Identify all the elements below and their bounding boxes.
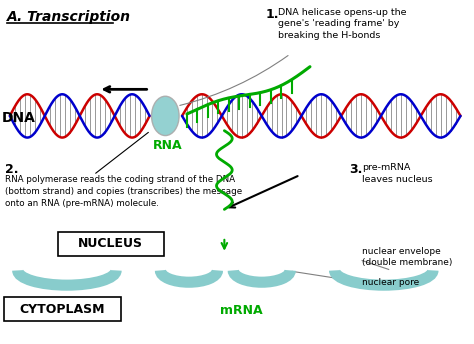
Text: DNA: DNA (2, 111, 36, 125)
FancyBboxPatch shape (4, 298, 120, 321)
Text: mRNA: mRNA (220, 304, 263, 317)
Text: RNA polymerase reads the coding strand of the DNA
(bottom strand) and copies (tr: RNA polymerase reads the coding strand o… (5, 175, 242, 207)
Text: RNA: RNA (153, 139, 182, 152)
Text: CYTOPLASM: CYTOPLASM (19, 303, 105, 316)
Text: nuclear pore: nuclear pore (362, 278, 419, 287)
Text: DNA helicase opens-up the
gene's 'reading frame' by
breaking the H-bonds: DNA helicase opens-up the gene's 'readin… (279, 8, 407, 40)
FancyBboxPatch shape (57, 232, 164, 256)
Text: 1.: 1. (266, 8, 279, 21)
Ellipse shape (152, 96, 179, 136)
Text: NUCLEUS: NUCLEUS (78, 237, 143, 250)
Text: 2.: 2. (5, 163, 18, 176)
Text: pre-mRNA
leaves nucleus: pre-mRNA leaves nucleus (362, 163, 433, 184)
Text: nuclear envelope
(double membrane): nuclear envelope (double membrane) (362, 247, 453, 267)
Text: A. Transcription: A. Transcription (7, 10, 131, 24)
Text: 3.: 3. (349, 163, 363, 176)
